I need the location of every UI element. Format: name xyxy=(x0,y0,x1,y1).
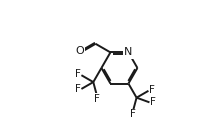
Text: F: F xyxy=(130,109,136,119)
Text: F: F xyxy=(94,94,100,104)
Text: F: F xyxy=(75,69,81,79)
Text: F: F xyxy=(150,97,156,107)
Text: O: O xyxy=(76,46,84,56)
Text: F: F xyxy=(149,85,155,95)
Text: F: F xyxy=(75,84,81,94)
Text: N: N xyxy=(124,47,133,57)
